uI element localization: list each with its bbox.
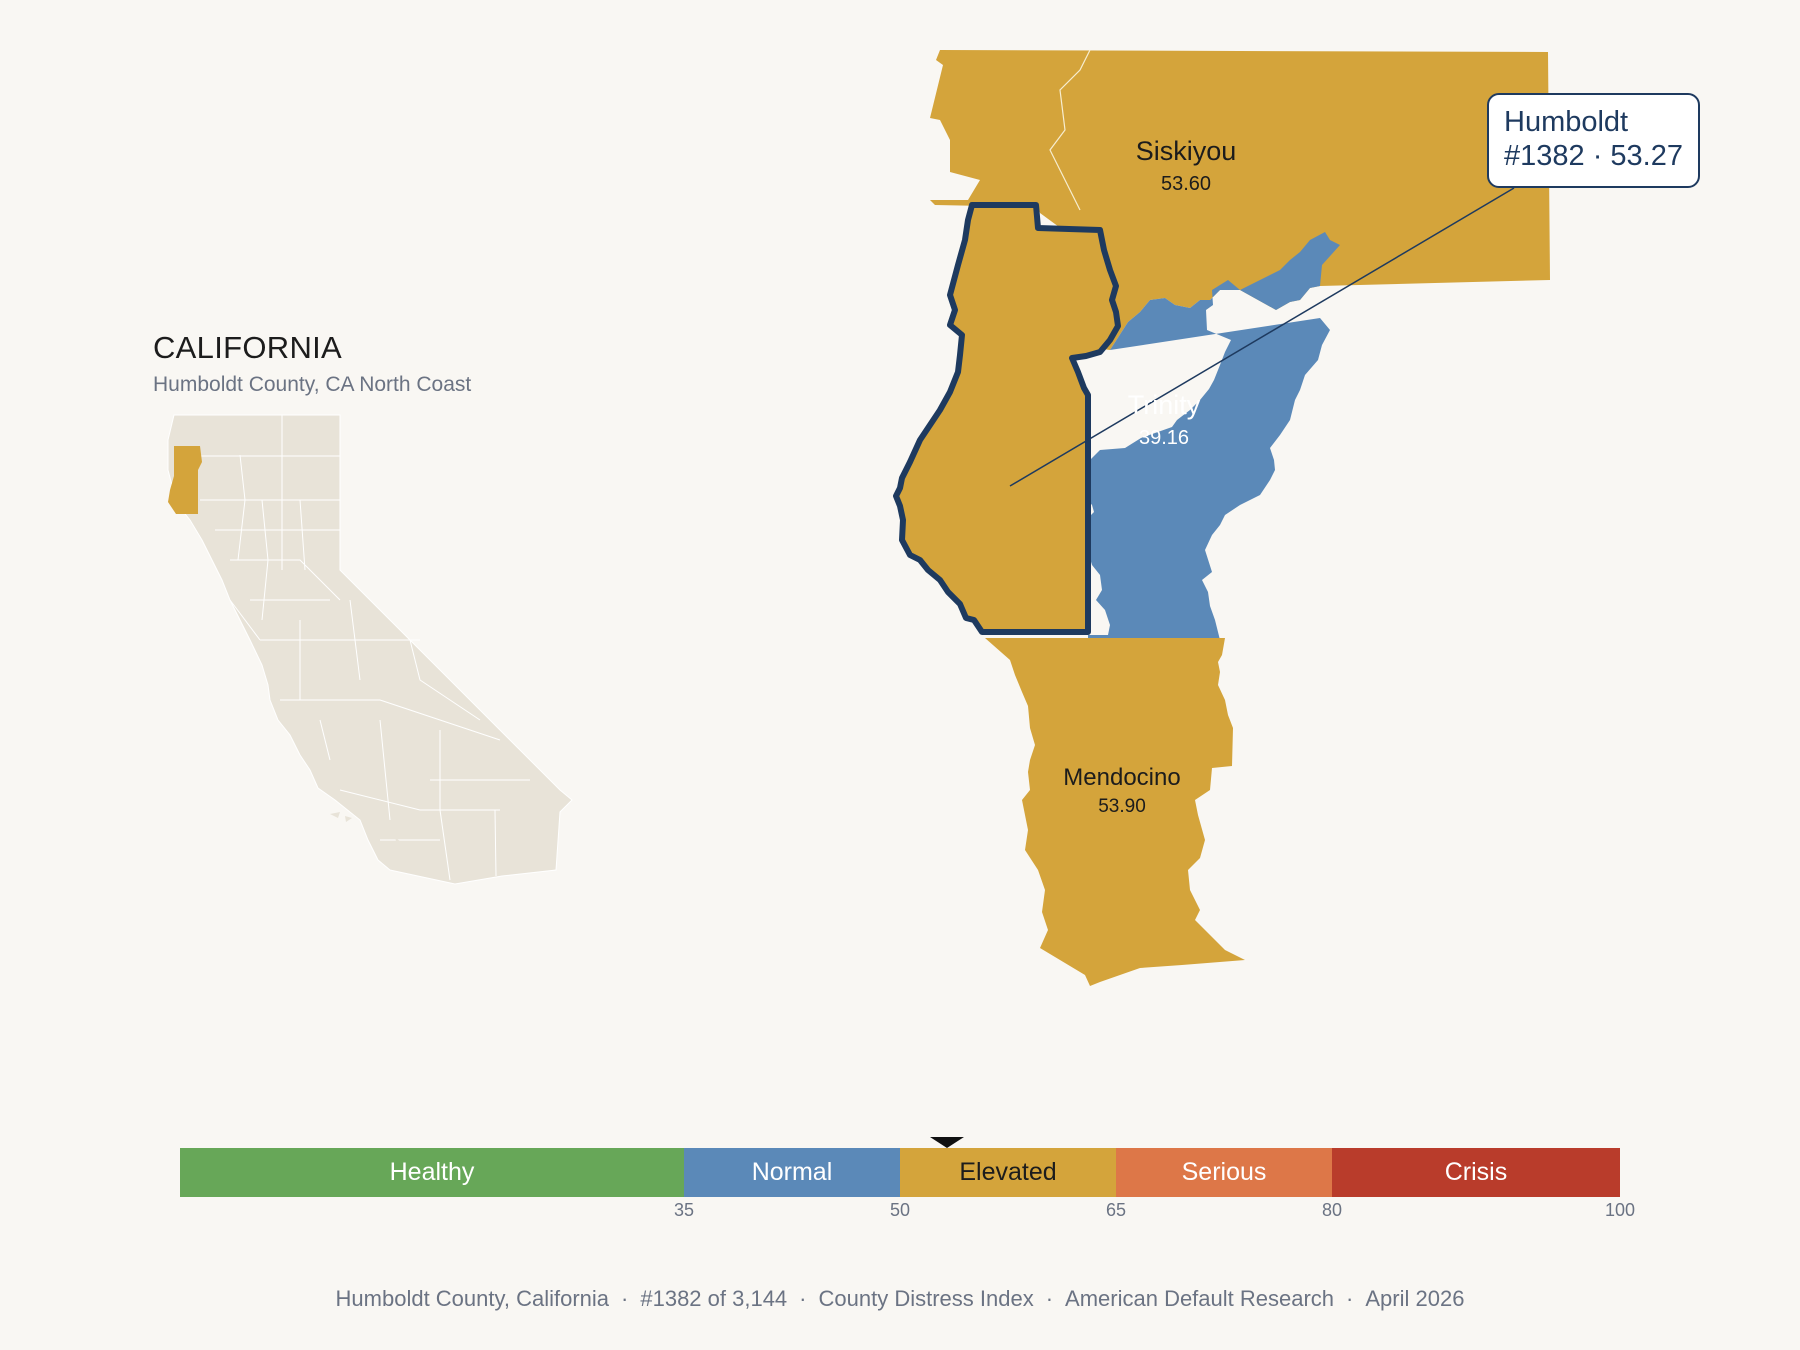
legend-bar: Healthy Normal Elevated Serious Crisis — [180, 1148, 1620, 1197]
channel-islands — [330, 812, 402, 846]
legend-tick-50: 50 — [889, 1200, 911, 1220]
inset-humboldt-highlight — [168, 446, 202, 514]
legend-segment-healthy: Healthy — [180, 1148, 684, 1197]
footer-rank: #1382 of 3,144 — [640, 1286, 788, 1311]
mendocino-value: 53.90 — [1098, 796, 1146, 817]
legend-segment-elevated: Elevated — [900, 1148, 1116, 1197]
siskiyou-inner-border — [1049, 49, 1091, 211]
footer: Humboldt County, California · #1382 of 3,1… — [335, 1286, 1465, 1311]
siskiyou-label: Siskiyou — [1136, 136, 1237, 166]
legend-tick-65: 65 — [1105, 1200, 1127, 1220]
county-humboldt-selected[interactable] — [893, 202, 1121, 635]
footer-index: County Distress Index — [818, 1286, 1034, 1311]
state-subtitle: Humboldt County, CA North Coast — [153, 373, 472, 396]
legend-tick-35: 35 — [673, 1200, 695, 1220]
county-mendocino[interactable] — [985, 638, 1245, 986]
trinity-label: Trinity — [1128, 390, 1201, 420]
legend-segment-normal: Normal — [684, 1148, 900, 1197]
legend-segment-serious: Serious — [1116, 1148, 1332, 1197]
mendocino-label: Mendocino — [1063, 764, 1180, 791]
trinity-value: 39.16 — [1139, 427, 1189, 449]
legend-segment-crisis: Crisis — [1332, 1148, 1620, 1197]
footer-date: April 2026 — [1365, 1286, 1465, 1311]
california-inset-map — [167, 414, 573, 885]
siskiyou-value: 53.60 — [1161, 173, 1211, 195]
county-labels: Siskiyou 53.60 Trinity 39.16 Mendocino 5… — [1063, 136, 1236, 817]
county-trinity[interactable] — [1065, 232, 1340, 640]
california-county-borders — [174, 415, 530, 881]
footer-county: Humboldt County, California — [335, 1286, 610, 1311]
state-title: CALIFORNIA — [153, 330, 343, 365]
california-state-shape — [167, 414, 573, 885]
callout-rank-value: #1382 · 53.27 — [1504, 140, 1683, 172]
legend-tick-80: 80 — [1321, 1200, 1343, 1220]
county-callout: Humboldt #1382 · 53.27 — [1487, 93, 1700, 188]
legend-tick-100: 100 — [1604, 1200, 1636, 1220]
footer-source: American Default Research — [1065, 1286, 1335, 1311]
regional-map — [893, 49, 1550, 986]
legend-value-marker — [930, 1137, 964, 1148]
callout-leader-line — [1009, 187, 1515, 487]
callout-county-name: Humboldt — [1504, 106, 1629, 138]
